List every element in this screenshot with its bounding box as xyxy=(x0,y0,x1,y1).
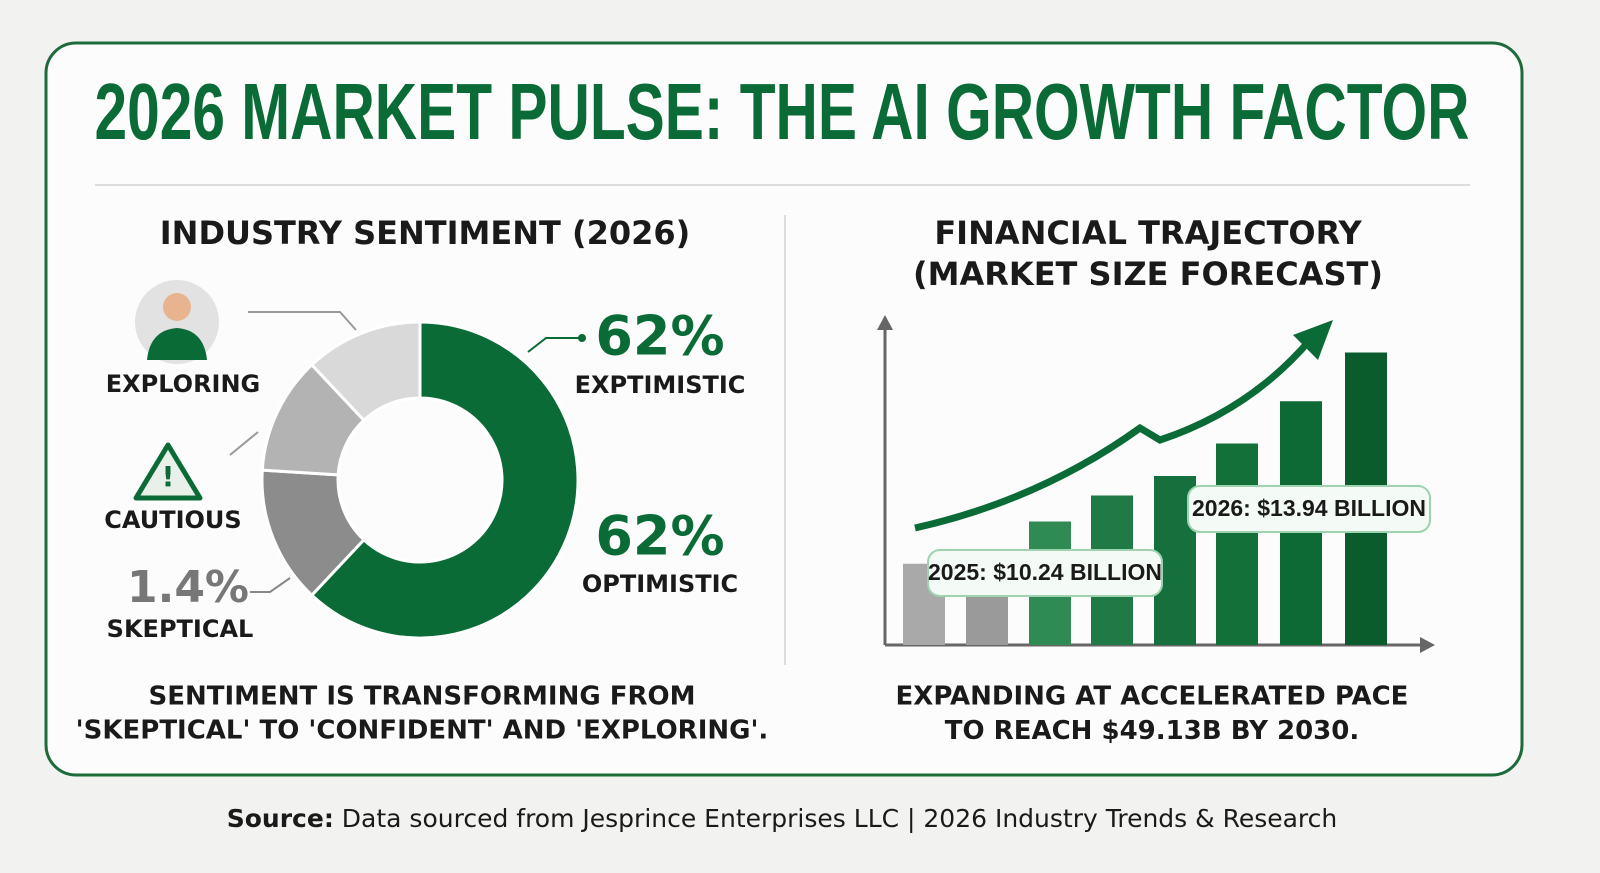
connector-dot xyxy=(578,334,586,342)
axis-arrow xyxy=(877,315,893,330)
connector xyxy=(248,311,357,331)
connector xyxy=(250,577,291,593)
chart-title: INDUSTRY SENTIMENT (2026) xyxy=(160,214,691,252)
bar xyxy=(1216,443,1258,645)
caption: SENTIMENT IS TRANSFORMING FROM xyxy=(149,682,696,712)
caption-part: TO REACH xyxy=(945,716,1093,746)
callout-text: 2025: $10.24 BILLION xyxy=(928,559,1162,585)
donut-segment xyxy=(309,320,580,640)
source: Source: Data sourced from Jesprince Ente… xyxy=(227,804,1338,833)
main-title: 2026 MARKET PULSE: THE AI GROWTH FACTOR xyxy=(95,67,1470,156)
connector xyxy=(527,337,580,353)
trend-arrowhead xyxy=(1293,320,1333,360)
caption: 'SKEPTICAL' TO 'CONFIDENT' AND 'EXPLORIN… xyxy=(76,716,769,746)
callout-label: EXPTIMISTIC xyxy=(575,371,746,399)
connector xyxy=(229,431,259,456)
caption: EXPANDING AT ACCELERATED PACE xyxy=(896,682,1409,712)
callout-box xyxy=(1187,485,1431,533)
trend-arrow xyxy=(914,337,1313,532)
chart-title: FINANCIAL TRAJECTORY xyxy=(934,214,1362,252)
chart-title: (MARKET SIZE FORECAST) xyxy=(913,255,1383,293)
callout-text: 2026: $13.94 BILLION xyxy=(1192,495,1426,521)
axis-arrow xyxy=(1420,637,1435,653)
callout-value: 62% xyxy=(595,305,724,368)
icon-head xyxy=(163,293,191,321)
icon-body xyxy=(147,328,207,360)
callout-box xyxy=(927,549,1163,597)
icon-warning xyxy=(133,442,203,501)
source-label: Source: xyxy=(227,804,334,833)
caption-part: $49.13B xyxy=(1101,716,1221,746)
icon-warning-mark: ! xyxy=(162,460,175,493)
donut-segment xyxy=(309,320,422,423)
category-label: OPTIMISTIC xyxy=(582,570,738,598)
category-label: EXPLORING xyxy=(106,370,261,398)
callout-value: 62% xyxy=(595,505,724,568)
category-label: CAUTIOUS xyxy=(104,506,241,534)
category-label: SKEPTICAL xyxy=(107,615,254,643)
caption: TO REACH $49.13B BY 2030. xyxy=(945,716,1359,746)
callout-value: 1.4% xyxy=(127,562,249,613)
caption-part: BY 2030. xyxy=(1231,716,1360,746)
source-text: Data sourced from Jesprince Enterprises … xyxy=(342,804,1337,833)
